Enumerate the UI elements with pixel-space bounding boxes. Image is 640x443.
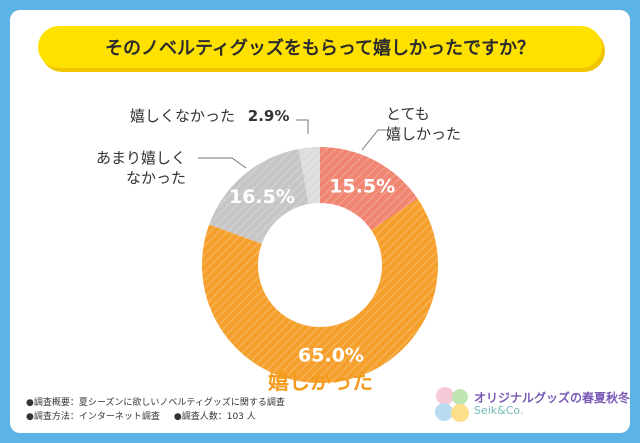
note-count: ●調査人数：103 人 bbox=[173, 412, 256, 422]
slice-texture-0 bbox=[320, 147, 418, 231]
note-overview: ●調査概要：夏シーズンに欲しいノベルティグッズに関する調査 bbox=[26, 398, 285, 408]
pct-label-1: 65.0% bbox=[298, 344, 364, 366]
note-method: ●調査方法：インターネット調査 bbox=[26, 412, 160, 422]
leader-not-very bbox=[198, 157, 247, 169]
pct-label-0: 15.5% bbox=[329, 175, 395, 197]
pct-label-2: 16.5% bbox=[229, 186, 295, 208]
chart-title: そのノベルティグッズをもらって嬉しかったですか？ bbox=[38, 26, 602, 68]
slice-texture-3 bbox=[298, 147, 320, 205]
leader-not-happy bbox=[296, 119, 309, 134]
brand-sub: Seik&Co. bbox=[474, 404, 524, 417]
label-happy: 嬉しかった bbox=[268, 370, 373, 394]
slice-texture-1 bbox=[201, 198, 439, 384]
survey-notes: ●調査概要：夏シーズンに欲しいノベルティグッズに関する調査 ●調査方法：インター… bbox=[26, 396, 285, 424]
label-not-happy: 嬉しくなかった 2.9% bbox=[130, 107, 290, 125]
pct-not-happy: 2.9% bbox=[247, 107, 290, 125]
slice-texture-2 bbox=[209, 148, 309, 244]
brand-name: オリジナルグッズの春夏秋冬 bbox=[474, 391, 631, 405]
label-very-happy: とても 嬉しかった bbox=[386, 105, 462, 143]
brand-logo-icon bbox=[435, 387, 469, 422]
label-not-very-happy: あまり嬉しく なかった bbox=[96, 149, 187, 187]
leader-very-happy bbox=[361, 129, 386, 151]
